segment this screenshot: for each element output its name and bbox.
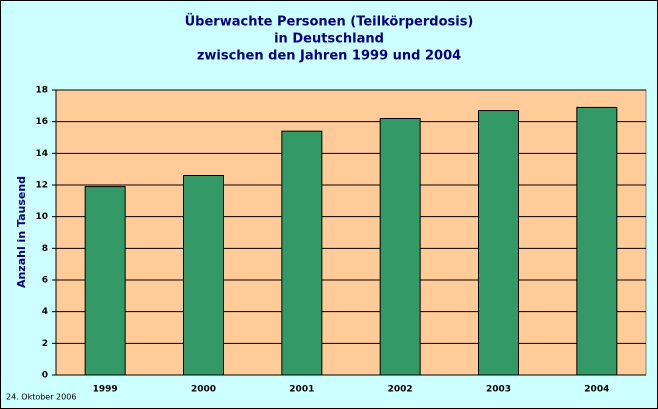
x-tick-label: 2002 [388,385,413,395]
y-tick-label: 0 [42,371,48,381]
y-tick-label: 16 [35,117,48,127]
x-tick-label: 2004 [584,385,609,395]
chart-title: Überwachte Personen (Teilkörperdosis) [185,14,474,30]
x-tick-label: 2001 [289,385,314,395]
bar [478,110,519,376]
plot-area [55,89,647,376]
x-tick-label: 2000 [191,385,216,395]
bar [576,106,618,376]
y-tick-label: 2 [42,339,48,349]
y-tick-label: 4 [42,307,48,317]
y-tick-label: 14 [35,149,48,159]
footnote: 24. Oktober 2006 [6,393,76,402]
y-tick-label: 18 [35,86,48,96]
bar [379,118,421,376]
y-tick-label: 10 [35,212,48,222]
y-axis-label: Anzahl in Tausend [15,176,28,288]
chart-title: in Deutschland [274,32,384,47]
y-tick-label: 8 [42,244,48,254]
y-tick-label: 12 [35,181,48,191]
y-tick-label: 6 [42,276,48,286]
bar [84,186,126,376]
bar [281,130,323,376]
x-tick-label: 2003 [486,385,511,395]
x-tick-label: 1999 [93,385,118,395]
chart-title: zwischen den Jahren 1999 und 2004 [197,49,461,64]
bar [183,175,224,376]
